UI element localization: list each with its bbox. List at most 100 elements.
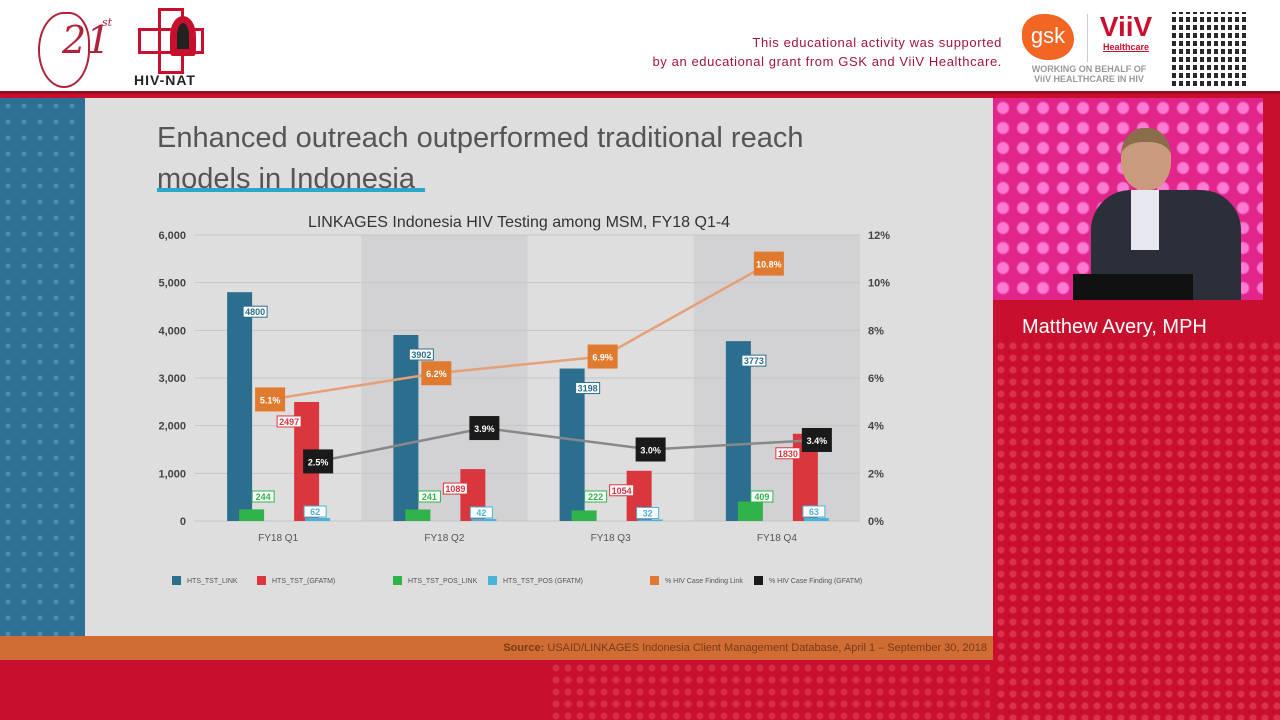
slide-title-line-1: Enhanced outreach outperformed tradition…: [157, 122, 804, 154]
category-label: FY18 Q3: [591, 533, 631, 544]
line-data-label: 5.1%: [260, 395, 281, 405]
background-dots: [995, 340, 1280, 720]
viiv-logo: ViiV Healthcare: [1096, 11, 1156, 53]
line-data-label: 6.2%: [426, 369, 447, 379]
data-label-box: [750, 490, 774, 503]
legend-swatch: [488, 576, 497, 585]
data-label: 32: [643, 508, 653, 518]
data-label: 1054: [612, 486, 632, 496]
podium: [1073, 274, 1193, 300]
support-statement: This educational activity was supported b…: [652, 33, 1002, 71]
y2-tick-label: 0%: [868, 516, 884, 528]
line-pct-link: [269, 262, 770, 401]
line-data-label: 3.9%: [474, 424, 495, 434]
legend-label: HTS_TST_POS (GFATM): [503, 578, 583, 585]
y2-tick-label: 12%: [868, 230, 890, 242]
hiv-nat-logo-text: HIV-NAT: [134, 72, 196, 88]
data-label-box: [802, 505, 826, 518]
line-point-marker: [801, 427, 832, 452]
y-tick-label: 3,000: [158, 373, 186, 385]
line-data-label: 2.5%: [308, 457, 329, 467]
bar-hts-tst-pos-gfatm-: [471, 518, 497, 521]
y2-tick-label: 4%: [868, 421, 884, 433]
data-label: 63: [809, 507, 819, 517]
slide-source-bar: Source: USAID/LINKAGES Indonesia Client …: [0, 636, 993, 660]
source-text: USAID/LINKAGES Indonesia Client Manageme…: [544, 642, 987, 654]
line-point-marker: [587, 344, 618, 369]
data-label-box: [408, 348, 434, 361]
y-tick-label: 4,000: [158, 325, 186, 337]
data-label: 244: [256, 492, 271, 502]
line-point-marker: [255, 387, 286, 412]
line-point-marker: [469, 416, 500, 441]
data-label: 42: [476, 508, 486, 518]
bar-hts-tst-pos-link: [737, 501, 763, 521]
viiv-logo-sub: Healthcare: [1102, 42, 1150, 52]
viiv-logo-text: ViiV: [1099, 11, 1153, 42]
y2-tick-label: 10%: [868, 278, 890, 290]
data-label: 1089: [445, 484, 465, 494]
data-label-box: [442, 482, 468, 495]
bar-hts-tst-pos-gfatm-: [305, 518, 331, 521]
title-underline: [157, 188, 425, 192]
background-dots: [550, 662, 990, 720]
y2-tick-label: 8%: [868, 325, 884, 337]
line-pct-gfatm: [317, 426, 817, 463]
line-point-marker: [303, 449, 334, 474]
data-label-box: [609, 484, 635, 497]
legend-swatch: [172, 576, 181, 585]
data-label: 2497: [279, 417, 299, 427]
support-line-2: by an educational grant from GSK and Vii…: [652, 54, 1002, 69]
category-label: FY18 Q1: [258, 533, 298, 544]
working-on-behalf: WORKING ON BEHALF OF ViiV HEALTHCARE IN H…: [1026, 64, 1152, 84]
bar-hts-tst-pos-link: [405, 509, 431, 521]
line-data-label: 3.0%: [640, 446, 661, 456]
legend-label: HTS_TST_POS_LINK: [408, 578, 478, 585]
y-tick-label: 1,000: [158, 468, 186, 480]
data-label-box: [417, 490, 441, 503]
y-tick-label: 6,000: [158, 230, 186, 242]
legend-swatch: [754, 576, 763, 585]
legend-swatch: [650, 576, 659, 585]
bar-hts-tst-link: [725, 341, 751, 521]
line-data-label: 10.8%: [756, 260, 782, 270]
line-data-label: 6.9%: [592, 353, 613, 363]
support-line-1: This educational activity was supported: [752, 35, 1002, 50]
data-label-box: [584, 490, 608, 503]
y-tick-label: 2,000: [158, 421, 186, 433]
data-label-box: [276, 415, 302, 428]
data-label-box: [775, 447, 801, 460]
legend-swatch: [393, 576, 402, 585]
bar-hts-tst-pos-gfatm-: [803, 517, 829, 521]
data-label: 222: [588, 492, 603, 502]
slide-side-pattern: [0, 98, 85, 636]
speaker-name: Matthew Avery, MPH: [1022, 316, 1207, 338]
line-point-marker: [635, 437, 666, 462]
hiv-nat-logo: HIV-NAT: [134, 6, 226, 90]
data-label: 3773: [744, 356, 764, 366]
data-label: 62: [310, 507, 320, 517]
qr-code[interactable]: [1172, 12, 1246, 86]
data-label-box: [636, 506, 660, 519]
legend-label: HTS_TST_(GFATM): [272, 578, 335, 585]
source-label: Source:: [503, 642, 545, 654]
speaker-video[interactable]: [993, 98, 1263, 300]
data-label-box: [303, 505, 327, 518]
bar-hts-tst-pos-gfatm-: [637, 519, 663, 521]
data-label-box: [741, 354, 767, 367]
working-line-1: WORKING ON BEHALF OF: [1031, 64, 1147, 74]
data-label: 1830: [778, 449, 798, 459]
y-tick-label: 0: [180, 516, 186, 528]
legend-label: HTS_TST_LINK: [187, 578, 238, 585]
line-point-marker: [421, 361, 452, 386]
category-label: FY18 Q4: [757, 533, 797, 544]
data-label: 4800: [245, 307, 265, 317]
data-label-box: [575, 382, 601, 395]
data-label: 241: [422, 492, 437, 502]
data-label: 409: [754, 492, 769, 502]
gsk-logo: gsk: [1022, 14, 1074, 60]
working-line-2: ViiV HEALTHCARE IN HIV: [1034, 74, 1144, 84]
